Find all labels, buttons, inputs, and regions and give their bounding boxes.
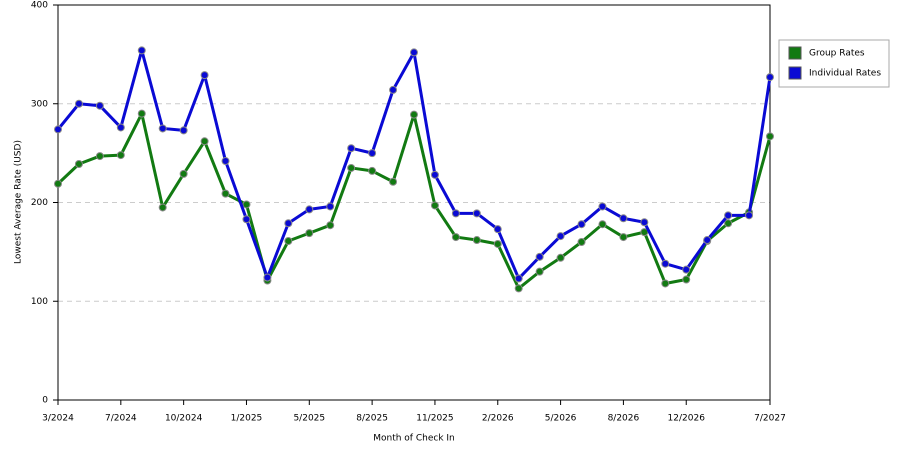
data-point — [263, 273, 272, 282]
data-point — [766, 132, 774, 141]
data-point — [347, 163, 356, 172]
x-tick-label: 5/2026 — [545, 414, 577, 424]
data-point — [619, 214, 628, 223]
x-tick-label: 8/2025 — [356, 414, 388, 424]
data-point — [493, 225, 502, 234]
data-point — [766, 73, 774, 82]
data-point — [451, 233, 460, 242]
data-point — [54, 179, 62, 188]
data-point — [430, 170, 439, 179]
data-point — [221, 189, 230, 198]
data-point — [493, 239, 502, 248]
data-point — [724, 211, 733, 220]
x-tick-label: 7/2024 — [105, 414, 137, 424]
x-tick-label: 7/2027 — [754, 414, 786, 424]
x-tick-label: 5/2025 — [293, 414, 325, 424]
legend-swatch — [788, 66, 802, 80]
data-point — [389, 85, 398, 94]
y-tick-label: 0 — [42, 396, 48, 406]
data-point — [682, 265, 691, 274]
data-point — [95, 152, 104, 161]
x-tick-label: 1/2025 — [231, 414, 263, 424]
data-point — [745, 211, 754, 220]
data-point — [116, 151, 125, 160]
plot-frame — [57, 4, 771, 401]
data-point — [619, 233, 628, 242]
data-point — [577, 220, 586, 229]
data-point — [368, 166, 377, 175]
data-point — [242, 200, 251, 209]
data-point — [347, 144, 356, 153]
x-tick-label: 11/2025 — [416, 414, 453, 424]
y-tick-label: 200 — [31, 198, 48, 208]
legend-label: Individual Rates — [809, 69, 881, 79]
data-point — [305, 205, 314, 214]
data-point — [158, 124, 167, 133]
data-point — [74, 159, 83, 168]
y-tick-label: 400 — [31, 1, 48, 11]
data-point — [577, 238, 586, 246]
data-point — [200, 137, 209, 146]
x-tick-label: 10/2024 — [165, 414, 203, 424]
data-point — [116, 123, 125, 132]
data-point — [326, 202, 335, 211]
data-point — [514, 284, 523, 293]
x-tick-label: 3/2024 — [42, 414, 74, 424]
data-point — [74, 99, 83, 108]
data-point — [598, 220, 607, 229]
data-point — [284, 219, 293, 228]
data-point — [640, 218, 649, 227]
legend-label: Group Rates — [809, 49, 865, 59]
data-point — [535, 252, 544, 261]
data-point — [724, 219, 733, 228]
data-point — [472, 209, 481, 218]
data-point — [137, 109, 146, 118]
data-point — [430, 201, 439, 210]
legend-swatch — [788, 46, 802, 60]
data-point — [389, 177, 398, 186]
data-point — [179, 126, 188, 135]
data-point — [242, 215, 251, 224]
data-point — [368, 149, 377, 158]
x-tick-label: 2/2026 — [482, 414, 514, 424]
data-point — [54, 125, 62, 134]
data-point — [137, 46, 146, 55]
y-tick-label: 300 — [31, 99, 48, 109]
data-point — [200, 71, 209, 80]
data-point — [535, 267, 544, 276]
data-point — [514, 274, 523, 283]
x-tick-label: 8/2026 — [608, 414, 640, 424]
y-axis-label: Lowest Average Rate (USD) — [14, 140, 24, 264]
data-point — [284, 237, 293, 246]
data-point — [305, 229, 314, 238]
data-point — [158, 203, 167, 212]
data-point — [556, 253, 565, 262]
data-point — [472, 236, 481, 245]
x-axis-label: Month of Check In — [373, 434, 455, 444]
data-point — [703, 236, 712, 245]
data-point — [221, 157, 230, 166]
x-tick-label: 12/2026 — [668, 414, 706, 424]
data-point — [451, 209, 460, 218]
data-point — [95, 101, 104, 110]
data-point — [410, 48, 418, 57]
data-point — [598, 202, 607, 211]
data-point — [661, 279, 670, 288]
data-point — [661, 259, 670, 268]
data-point — [682, 275, 691, 284]
data-point — [410, 110, 418, 119]
data-point — [326, 221, 335, 230]
data-point — [556, 232, 565, 241]
data-point — [179, 169, 188, 178]
series-line — [56, 48, 772, 281]
y-tick-label: 100 — [31, 297, 48, 307]
